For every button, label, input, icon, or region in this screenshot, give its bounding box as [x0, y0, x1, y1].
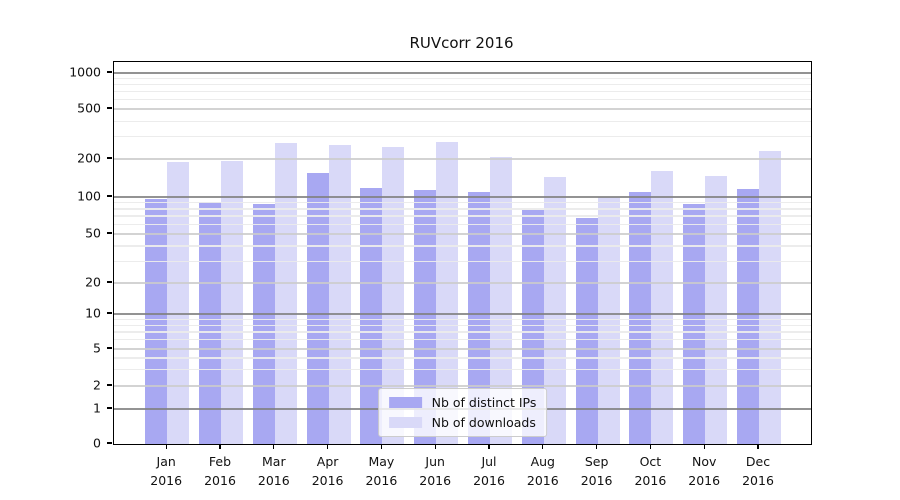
x-tick-sep [596, 444, 598, 449]
x-tick-label-aug: Aug 2016 [526, 454, 559, 488]
plot-area: Nb of distinct IPs Nb of downloads [113, 61, 812, 445]
x-tick-label-feb: Feb 2016 [204, 454, 236, 488]
x-tick-oct [649, 444, 652, 449]
bar-downloads-apr [328, 145, 351, 444]
x-tick-label-oct: Oct 2016 [634, 454, 667, 488]
gridline-200 [114, 158, 811, 160]
y-tick-200 [107, 157, 112, 159]
y-tick-50 [107, 232, 112, 234]
gridline-800 [114, 83, 811, 86]
y-tick-1 [107, 407, 112, 409]
x-tick-label-jul: Jul 2016 [473, 454, 505, 488]
bar-downloads-sep [597, 196, 620, 444]
x-tick-apr [327, 444, 329, 449]
x-tick-label-mar: Mar 2016 [257, 454, 290, 488]
gridline-300 [114, 136, 811, 138]
y-tick-label-1000: 1000 [69, 64, 101, 80]
bar-downloads-oct [651, 170, 674, 444]
y-axis: 0 1 2 5 10 20 50 100 200 500 1000 [0, 61, 113, 451]
x-tick-label-nov: Nov 2016 [688, 454, 721, 488]
y-tick-label-200: 200 [77, 150, 101, 166]
bar-downloads-jan [167, 162, 190, 444]
y-tick-label-1: 1 [93, 400, 101, 416]
legend-label: Nb of distinct IPs [431, 395, 537, 410]
y-tick-100 [107, 195, 112, 197]
bar-distinct-ips-dec [737, 188, 759, 444]
x-tick-label-jun: Jun 2016 [419, 454, 452, 488]
bar-downloads-mar [274, 143, 297, 444]
x-tick-feb [219, 444, 221, 449]
y-tick-label-100: 100 [77, 188, 101, 204]
legend: Nb of distinct IPs Nb of downloads [377, 388, 548, 437]
bar-downloads-aug [543, 177, 566, 444]
x-tick-may [380, 444, 383, 449]
x-tick-label-may: May 2016 [365, 454, 398, 488]
gridline-700 [114, 90, 811, 93]
bar-downloads-jul [490, 157, 512, 444]
gridline-900 [114, 77, 811, 80]
y-tick-label-500: 500 [77, 100, 101, 116]
y-tick-500 [107, 107, 112, 109]
legend-label: Nb of downloads [431, 415, 536, 430]
y-tick-label-0: 0 [93, 435, 101, 451]
bar-downloads-jun [436, 142, 459, 444]
bar-distinct-ips-jul [468, 191, 490, 444]
legend-item-distinct-ips: Nb of distinct IPs [388, 395, 537, 410]
x-tick-jan [165, 444, 167, 449]
gridline-500 [114, 108, 811, 110]
gridline-400 [114, 120, 811, 122]
x-tick-jul [488, 444, 490, 449]
chart-title: RUVcorr 2016 [409, 34, 514, 52]
bar-distinct-ips-mar [252, 203, 275, 444]
x-axis: Jan 2016 Feb 2016 Mar 2016 Apr 2016 May 2016… [113, 444, 810, 500]
bar-distinct-ips-apr [306, 172, 329, 444]
y-tick-label-5: 5 [93, 340, 101, 356]
y-tick-label-50: 50 [85, 225, 101, 241]
bar-downloads-dec [759, 150, 781, 444]
legend-swatch [388, 417, 422, 428]
x-tick-dec [757, 444, 759, 449]
legend-swatch [388, 397, 422, 408]
bar-distinct-ips-sep [575, 217, 598, 444]
x-tick-mar [273, 444, 275, 449]
x-tick-aug [542, 444, 544, 449]
y-tick-label-10: 10 [85, 305, 101, 321]
bar-distinct-ips-feb [199, 202, 221, 444]
x-tick-jun [434, 444, 436, 449]
gridline-600 [114, 98, 811, 101]
bar-distinct-ips-may [360, 187, 383, 444]
x-tick-label-apr: Apr 2016 [311, 454, 344, 488]
bar-distinct-ips-jun [414, 189, 437, 444]
y-tick-2 [107, 384, 112, 386]
bar-downloads-feb [221, 161, 243, 444]
bar-downloads-nov [705, 176, 728, 444]
y-tick-1000 [107, 71, 112, 73]
bar-distinct-ips-jan [145, 199, 168, 444]
gridline-1000 [114, 72, 811, 74]
y-tick-10 [107, 312, 112, 314]
y-tick-20 [107, 281, 112, 283]
x-tick-label-sep: Sep 2016 [580, 454, 613, 488]
bar-distinct-ips-nov [683, 203, 706, 444]
y-tick-0 [107, 442, 112, 444]
y-tick-label-2: 2 [93, 377, 101, 393]
legend-item-downloads: Nb of downloads [388, 415, 537, 430]
y-tick-5 [107, 347, 112, 349]
x-tick-nov [703, 444, 705, 449]
bar-distinct-ips-oct [629, 191, 652, 444]
y-tick-label-20: 20 [85, 274, 101, 290]
x-tick-label-dec: Dec 2016 [742, 454, 774, 488]
x-tick-label-jan: Jan 2016 [150, 454, 183, 488]
